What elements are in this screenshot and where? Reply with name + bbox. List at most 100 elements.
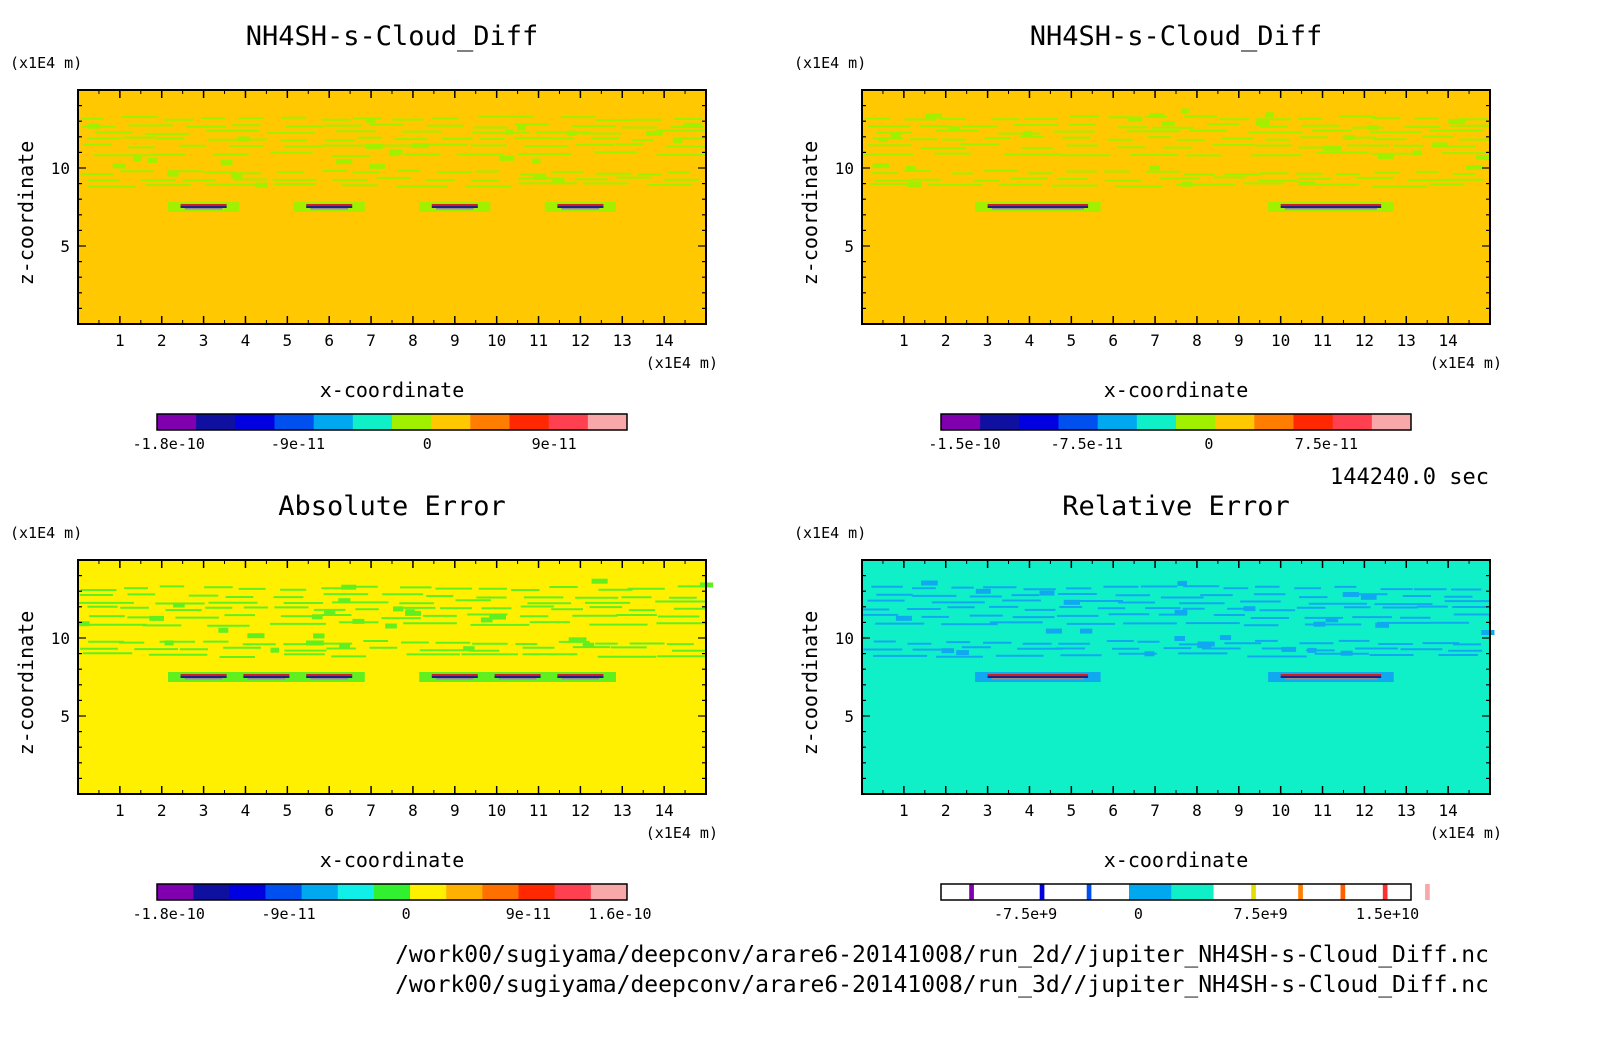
chart-title: NH4SH-s-Cloud_Diff (246, 21, 539, 52)
colorbar-swatch (1044, 884, 1088, 900)
x-tick-label: 7 (1150, 801, 1160, 820)
feature-core (991, 678, 1084, 680)
colorbar-swatch (196, 414, 236, 430)
contour-blob (149, 615, 165, 621)
colorbar-swatch (313, 414, 354, 430)
contour-blob (405, 609, 415, 615)
colorbar-frame (156, 883, 628, 901)
x-tick-label: 2 (941, 801, 951, 820)
contour-blob (1161, 121, 1175, 127)
x-tick-label: 5 (283, 331, 293, 350)
x-tick-label: 8 (408, 801, 418, 820)
contour-blob (389, 149, 403, 155)
contour-blob (1177, 580, 1187, 586)
feature-core (498, 678, 537, 680)
contour-blob (338, 598, 351, 604)
contour-blob (1149, 165, 1160, 171)
contour-blob (1180, 108, 1190, 114)
contour-line (79, 593, 697, 599)
colorbar (940, 413, 1412, 431)
colorbar-swatch (1382, 884, 1388, 900)
x-tick-label: 14 (655, 331, 674, 350)
contour-blob (1431, 142, 1448, 148)
chart-panel-1: NH4SH-s-Cloud_Diff(x1E4 m)1 2 3 4 5 6 7 8 9 10 11 1… (10, 21, 718, 453)
contour-blob (369, 163, 385, 169)
colorbar-label: 7.5e-11 (1295, 435, 1358, 453)
colorbar-label: 1.6e-10 (588, 905, 651, 923)
contour-line (87, 176, 700, 182)
x-tick-label: 4 (241, 331, 251, 350)
colorbar-label: -1.5e-10 (928, 435, 1000, 453)
contour-blob (352, 618, 365, 624)
colorbar-swatch (969, 884, 975, 900)
y-tick-label: 10 (51, 159, 70, 178)
feature-negative (1280, 206, 1382, 208)
x-tick-label: 7 (366, 801, 376, 820)
feature-core (991, 208, 1084, 210)
colorbar-swatch (470, 414, 510, 430)
colorbar-swatch (1345, 884, 1384, 900)
colorbar-swatch (1387, 884, 1426, 900)
contour-blob (231, 173, 243, 179)
x-tick-label: 13 (613, 801, 632, 820)
feature-positive (1280, 674, 1382, 676)
contour-blob (1181, 181, 1193, 187)
x-tick-label: 13 (1397, 801, 1416, 820)
cloud-feature (975, 202, 1101, 212)
feature-positive (306, 674, 353, 676)
x-tick-label: 8 (1192, 801, 1202, 820)
colorbar-swatch (1425, 884, 1431, 900)
contour-blob (463, 646, 475, 652)
feature-core (435, 678, 474, 680)
feature-positive (431, 204, 478, 206)
contour-blob (1360, 594, 1377, 600)
contour-blob (941, 648, 955, 654)
contour-blob (1281, 646, 1297, 652)
contour-blob (582, 642, 595, 648)
colorbar-swatch (274, 414, 315, 430)
cloud-feature (293, 672, 365, 682)
colorbar-swatch (1097, 414, 1138, 430)
colorbar-swatch (1129, 884, 1172, 900)
x-tick-label: 8 (408, 331, 418, 350)
contour-blob (1313, 621, 1326, 627)
contour-blob (591, 578, 608, 584)
x-tick-label: 6 (324, 331, 334, 350)
contour-line (86, 136, 705, 142)
contour-line (83, 143, 705, 149)
colorbar-swatch (301, 884, 339, 900)
contour-blob (313, 633, 325, 639)
contour-blob (1466, 165, 1484, 170)
contour-line (873, 639, 1482, 646)
x-tick-label: 11 (1313, 801, 1332, 820)
colorbar-swatch (1171, 884, 1215, 900)
contour-blob (646, 130, 663, 136)
contour-blob (237, 136, 250, 142)
contour-blob (147, 158, 157, 163)
x-tick-label: 12 (571, 801, 590, 820)
heatmap-field (862, 90, 1490, 324)
contour-blob (566, 130, 577, 136)
contour-blob (306, 640, 324, 646)
contour-bands (863, 108, 1492, 188)
colorbar-swatch (431, 414, 471, 430)
contour-blob (393, 606, 404, 612)
feature-negative (557, 206, 604, 208)
x-tick-label: 13 (1397, 331, 1416, 350)
colorbar-label: 7.5e+9 (1234, 905, 1288, 923)
contour-line (875, 621, 1470, 627)
feature-positive (557, 674, 604, 676)
contour-blob (1325, 617, 1339, 623)
colorbar-swatch (509, 414, 550, 430)
x-tick-label: 4 (1025, 801, 1035, 820)
feature-core (1284, 678, 1377, 680)
colorbar-swatch (1136, 414, 1177, 430)
contour-blob (164, 640, 174, 646)
contour-blob (905, 166, 916, 171)
y-axis-label: z-coordinate (14, 141, 38, 286)
colorbar-swatch (1019, 414, 1059, 430)
colorbar-swatch (1213, 884, 1252, 900)
contour-blob (534, 174, 547, 180)
y-axis-label: z-coordinate (798, 611, 822, 756)
x-tick-label: 12 (1355, 331, 1374, 350)
